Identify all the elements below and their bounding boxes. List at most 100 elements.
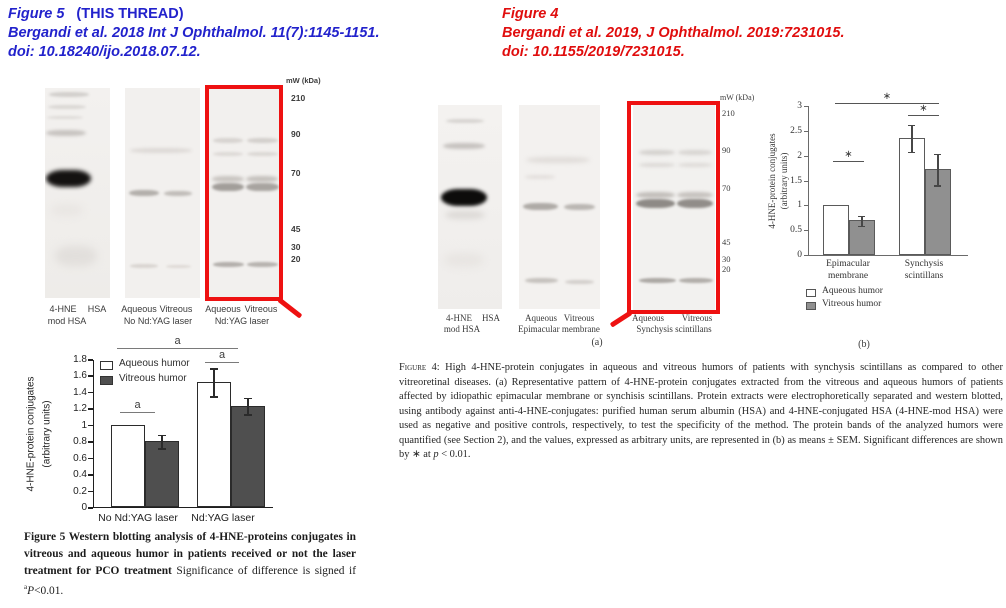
y-axis-tick [804,130,809,132]
legend-swatch-aqueous-fig5 [100,361,113,370]
gel-band [677,192,713,198]
y-axis-tick [804,180,809,182]
error-bar [213,369,215,397]
bar-vitreous-group2 [231,405,265,507]
figure4-header: Figure 4 Bergandi et al. 2019, J Ophthal… [502,5,845,62]
figure5-bar-plot: 0 0.2 0.4 0.6 0.8 1 1.2 1.4 1.6 1.8 [73,354,273,513]
gel-band [130,264,158,268]
legend-swatch-aqueous-fig4 [806,289,816,297]
gel-band [636,192,675,198]
category-label-laser: Nd:YAG laser [191,512,255,524]
gel-strip-controls-right [438,105,502,309]
gel-band [212,176,244,182]
figure5-caption-bold: Figure 5 Western blotting analysis of 4-… [24,531,356,577]
figure5-header-line1: Figure 5 (THIS THREAD) [8,5,380,24]
error-bar-cap [158,448,167,450]
gel-strip-synchysis [633,104,715,312]
y-axis-tick-label: 1.8 [73,354,87,365]
error-bar-cap [908,152,916,154]
y-axis-tick [804,205,809,207]
error-bar-cap [908,125,916,127]
y-axis-tick-label: 1 [81,419,87,431]
y-axis-tick-label: 1.4 [73,386,87,398]
gel-strip-controls-left [45,88,110,298]
figure4-header-label: Figure 4 [502,6,559,22]
mw-marker: 90 [291,129,301,139]
legend-swatch-vitreous-fig5 [100,376,113,385]
bar-aqueous-group1 [823,205,849,255]
mw-marker: 20 [291,254,301,264]
sig-label-pair1-fig4: ∗ [844,149,853,160]
gel-band [164,191,192,196]
gel-band [130,148,192,153]
gel-band [46,170,91,187]
gel-band [565,280,594,284]
lane-label-vitreous-laser: Vitreous [244,304,278,314]
y-axis-tick [88,408,93,410]
mw-marker: 30 [291,242,301,252]
error-bar-cap [858,215,866,217]
gel-band [213,262,244,267]
panel-a-label: (a) [591,337,603,348]
group-label-epimacular: Epimacular membrane [518,324,600,334]
y-axis-tick-label: 0.2 [73,485,87,497]
gel-strip-epimacular [519,105,600,309]
mw-marker: 210 [291,93,306,103]
figure4-caption-body: High 4-HNE-protein conjugates in aqueous… [399,362,1003,460]
gel-band [48,105,86,109]
gel-band [444,253,484,267]
thread-note: (THIS THREAD) [76,6,184,22]
sig-label-pair2-fig5: a [218,349,226,361]
error-bar-cap [858,225,866,227]
gel-band [47,116,83,119]
error-bar [161,435,163,449]
mw-marker: 210 [722,108,735,118]
y-axis-tick [804,155,809,157]
error-bar-cap [934,153,942,155]
gel-band [55,246,97,266]
gel-band [213,138,243,143]
figure4-caption-lead: Figure 4: [399,362,440,373]
gel-band [677,199,713,208]
sig-line-pair2-fig4 [908,115,939,117]
sig-line-pair1-fig5 [120,412,155,414]
y-axis-tick-label: 1.5 [790,175,802,186]
gel-band [46,130,86,136]
lane-label-4hne-r: 4-HNE [446,313,472,323]
lane-label-aqueous-nolaser: Aqueous [121,304,157,314]
gel-band [246,183,279,191]
lane-label-aqueous-epimacular: Aqueous [525,313,557,323]
gel-band [129,190,159,196]
gel-band [564,204,595,210]
gel-band [247,152,278,156]
bar-vitreous-group1 [145,441,179,507]
figure5-caption-tail: <0.01. [34,585,64,598]
y-axis-tick [88,474,93,476]
legend-label-aqueous-fig5: Aqueous humor [119,358,190,369]
mw-title-left: mW (kDa) [286,76,321,85]
gel-band [678,163,712,167]
figure5-caption-normal: Significance of difference is signed if [171,564,356,577]
y-axis-tick-label: 0.5 [790,225,802,236]
gel-band [446,119,484,123]
gel-strip-no-laser [125,88,200,298]
gel-band [679,278,713,283]
gel-band [441,189,487,206]
lane-label-vitreous-synchysis: Vitreous [681,313,713,323]
gel-band [525,278,558,283]
figure4-citation: Bergandi et al. 2019, J Ophthalmol. 2019… [502,25,845,41]
sig-line-pair1-fig4 [833,161,864,163]
bar-aqueous-group2 [197,382,231,507]
gel-band [247,138,278,143]
mw-marker: 70 [291,168,301,178]
lane-label-aqueous-synchysis: Aqueous [632,313,664,323]
lane-label-4hne: 4-HNE [49,304,77,314]
y-axis-tick [804,255,809,256]
legend-label-aqueous-fig4: Aqueous humor [822,286,883,296]
lane-label-modhsa: mod HSA [47,316,87,326]
gel-band [246,176,278,182]
y-axis-label-line2-fig5: (arbitrary units) [41,400,53,468]
y-axis-tick [88,441,93,443]
lane-label-vitreous-epimacular: Vitreous [563,313,595,323]
